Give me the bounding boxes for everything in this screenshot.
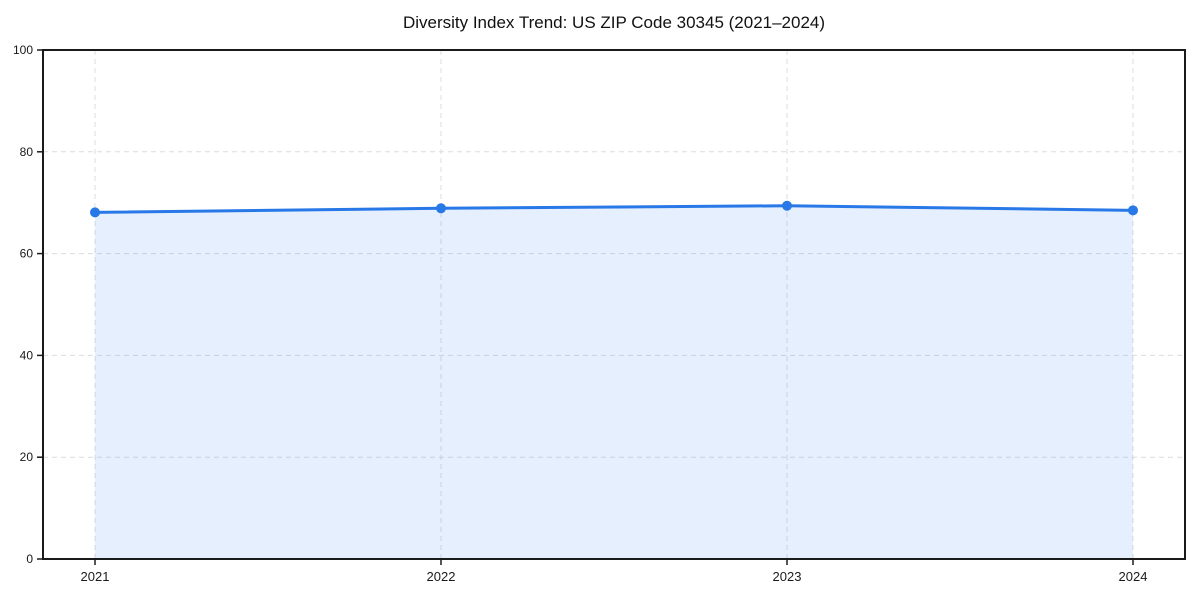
data-point-2024 [1128, 205, 1138, 216]
chart-title: Diversity Index Trend: US ZIP Code 30345… [402, 13, 826, 32]
plot-border [42, 49, 1186, 560]
y-tick-label: 40 [20, 348, 34, 362]
y-tick-label: 100 [13, 43, 33, 57]
y-tick-label: 60 [20, 247, 34, 261]
x-tick-label: 2022 [427, 569, 456, 584]
x-tick-label: 2023 [773, 569, 802, 584]
y-tick-label: 0 [26, 552, 33, 566]
trend-line [93, 204, 1135, 214]
area-fill [95, 205, 1133, 559]
y-tick-label: 20 [20, 450, 34, 464]
x-tick-label: 2024 [1119, 569, 1148, 584]
x-tick-label: 2021 [81, 569, 110, 584]
data-point-2023 [782, 200, 792, 211]
data-point-2022 [436, 203, 446, 214]
data-point-2021 [90, 207, 100, 218]
y-tick-label: 80 [20, 145, 34, 159]
